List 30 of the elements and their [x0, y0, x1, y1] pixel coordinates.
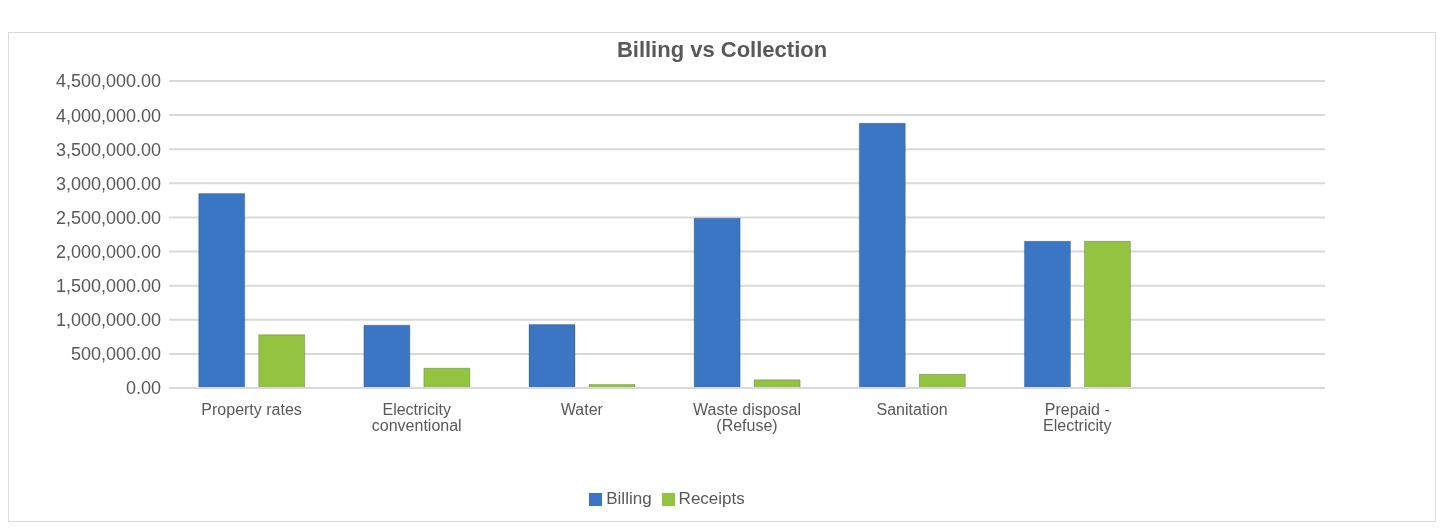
y-tick-label: 3,000,000.00: [55, 173, 161, 194]
chart-title: Billing vs Collection: [615, 36, 829, 64]
y-tick-label: 2,000,000.00: [55, 241, 161, 262]
y-tick-label: 4,500,000.00: [55, 71, 161, 92]
x-tick-label: Sanitation: [876, 401, 948, 419]
y-tick-label: 1,500,000.00: [55, 276, 161, 297]
legend-label: Receipts: [678, 489, 745, 508]
y-tick-label: 0.00: [125, 378, 161, 399]
y-tick-label: 1,000,000.00: [55, 310, 161, 331]
bar: [693, 217, 741, 388]
bar: [528, 324, 576, 388]
bar: [918, 373, 966, 388]
legend-label: Billing: [606, 489, 652, 508]
y-tick-label: 4,000,000.00: [55, 105, 161, 126]
x-tick-label: Property rates: [201, 401, 302, 419]
bar: [858, 122, 906, 388]
x-tick-label: Waste disposal (Refuse): [693, 401, 801, 435]
bar: [1083, 240, 1131, 388]
x-tick-label: Water: [560, 401, 604, 419]
y-tick-label: 2,500,000.00: [55, 207, 161, 228]
bar: [363, 324, 411, 388]
bar: [753, 379, 801, 388]
y-tick-label: 3,500,000.00: [55, 139, 161, 160]
bar: [258, 334, 306, 388]
bar: [1023, 240, 1071, 388]
bar: [198, 193, 246, 388]
bar: [423, 367, 471, 388]
x-tick-label: Electricity conventional: [371, 401, 462, 435]
x-tick-label: Prepaid - Electricity: [1043, 401, 1112, 435]
y-tick-label: 500,000.00: [70, 344, 161, 365]
